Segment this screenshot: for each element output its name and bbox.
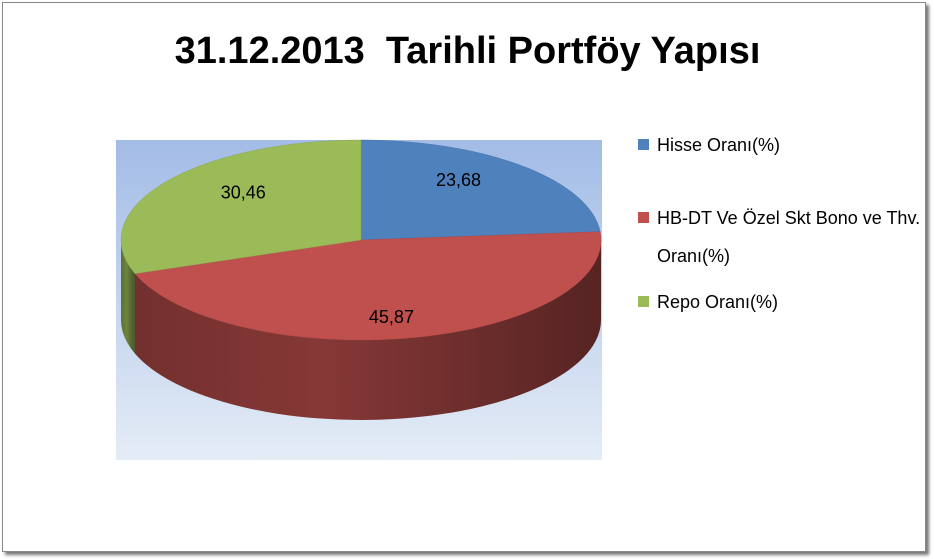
legend-item: Hisse Oranı(%) xyxy=(638,126,928,164)
legend-label: HB-DT Ve Özel Skt Bono ve Thv. Oranı(%) xyxy=(657,208,921,266)
data-label: 23,68 xyxy=(436,170,481,190)
pie-top xyxy=(134,231,602,341)
pie: 23,68 45,87 30,46 xyxy=(120,139,602,421)
pie-top xyxy=(360,139,601,241)
pie-top xyxy=(120,139,362,274)
pie-slice xyxy=(120,139,362,354)
pie-side xyxy=(121,240,135,354)
pie-slice xyxy=(360,139,601,241)
legend-label: Hisse Oranı(%) xyxy=(657,135,781,155)
data-label: 45,87 xyxy=(369,307,414,327)
legend-swatch xyxy=(638,296,649,307)
legend-swatch xyxy=(638,139,649,150)
pie-side xyxy=(134,240,602,421)
legend-item: HB-DT Ve Özel Skt Bono ve Thv. Oranı(%) xyxy=(638,199,928,275)
legend-label: Repo Oranı(%) xyxy=(657,292,779,312)
data-label: 30,46 xyxy=(221,183,266,203)
legend-swatch xyxy=(638,212,649,223)
legend-item: Repo Oranı(%) xyxy=(638,283,928,321)
pie-slice xyxy=(134,231,602,421)
chart-title: 31.12.2013 Tarihli Portföy Yapısı xyxy=(174,30,761,72)
